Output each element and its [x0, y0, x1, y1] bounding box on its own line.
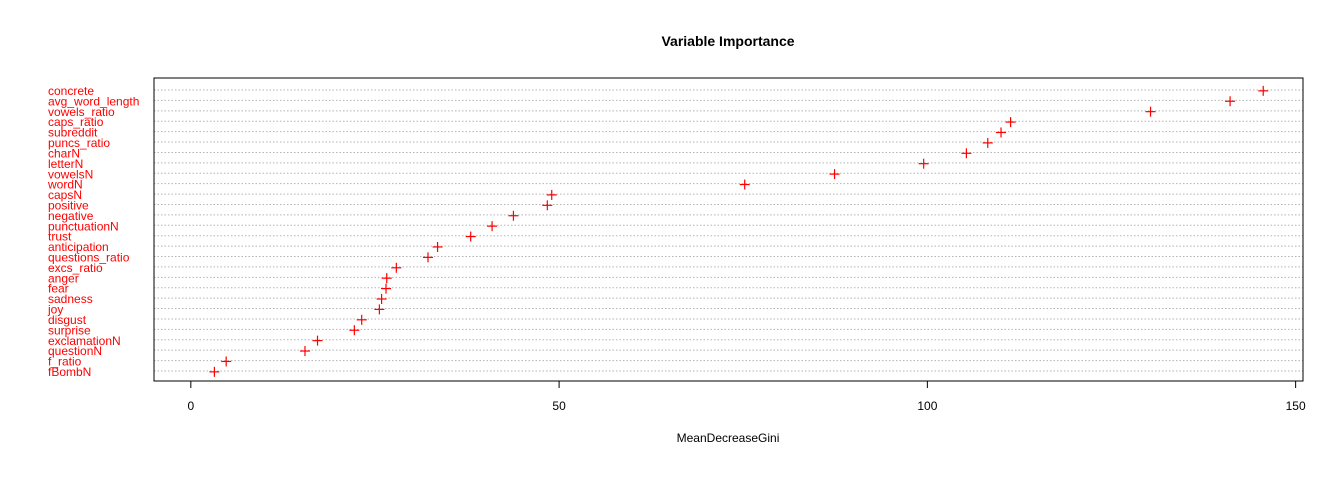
data-point [376, 293, 387, 304]
x-tick-label: 100 [917, 399, 937, 413]
category-label: wordN [47, 178, 83, 192]
x-tick-label: 150 [1286, 399, 1306, 413]
category-label: punctuationN [48, 219, 119, 233]
data-point [542, 200, 553, 211]
data-point [1225, 96, 1236, 107]
chart-title: Variable Importance [661, 33, 794, 49]
data-point [508, 210, 519, 221]
category-label: trust [48, 230, 72, 244]
data-point [422, 252, 433, 263]
category-label: exclamationN [48, 334, 121, 348]
data-point [299, 346, 310, 357]
data-point [381, 273, 392, 284]
data-point [961, 148, 972, 159]
data-point [487, 221, 498, 232]
data-point [982, 137, 993, 148]
grid-lines [154, 89, 1303, 372]
data-point [996, 127, 1007, 138]
category-label: capsN [48, 188, 82, 202]
data-point [546, 189, 557, 200]
category-label: negative [48, 209, 94, 223]
data-point [1258, 85, 1269, 96]
data-point [918, 158, 929, 169]
data-point [432, 241, 443, 252]
category-label: concrete [48, 84, 94, 98]
category-label: vowels_ratio [48, 105, 115, 119]
data-point [374, 304, 385, 315]
data-point [221, 356, 232, 367]
category-label: caps_ratio [48, 115, 104, 129]
data-point [829, 169, 840, 180]
x-tick-label: 0 [187, 399, 194, 413]
category-label: puncs_ratio [48, 136, 110, 150]
data-point [312, 335, 323, 346]
data-point [739, 179, 750, 190]
data-point [1145, 106, 1156, 117]
category-label: fBombN [48, 365, 91, 379]
category-label: questions_ratio [48, 251, 130, 265]
data-point [391, 262, 402, 273]
category-label: charN [48, 146, 80, 160]
category-label: anger [48, 271, 79, 285]
category-label: fear [48, 282, 69, 296]
data-point [465, 231, 476, 242]
category-label: surprise [48, 323, 91, 337]
category-label: questionN [48, 344, 102, 358]
category-label: joy [47, 303, 63, 317]
category-label: avg_word_length [48, 94, 139, 108]
data-points [209, 85, 1269, 377]
category-label: subreddit [48, 126, 98, 140]
plot-frame [153, 77, 1304, 382]
category-label: letterN [48, 157, 83, 171]
category-label: anticipation [48, 240, 109, 254]
category-label: excs_ratio [48, 261, 103, 275]
data-point [209, 366, 220, 377]
x-axis-title: MeanDecreaseGini [677, 431, 780, 445]
data-point [381, 283, 392, 294]
data-point [1005, 117, 1016, 128]
category-labels: concreteavg_word_lengthvowels_ratiocaps_… [47, 84, 139, 379]
x-tick-label: 50 [552, 399, 566, 413]
category-label: sadness [48, 292, 93, 306]
x-axis: 0 50 100 150 [187, 380, 1306, 413]
data-point [356, 314, 367, 325]
category-label: f_ratio [48, 355, 82, 369]
data-point [349, 325, 360, 336]
category-label: disgust [48, 313, 87, 327]
category-label: positive [48, 198, 89, 212]
category-label: vowelsN [48, 167, 93, 181]
